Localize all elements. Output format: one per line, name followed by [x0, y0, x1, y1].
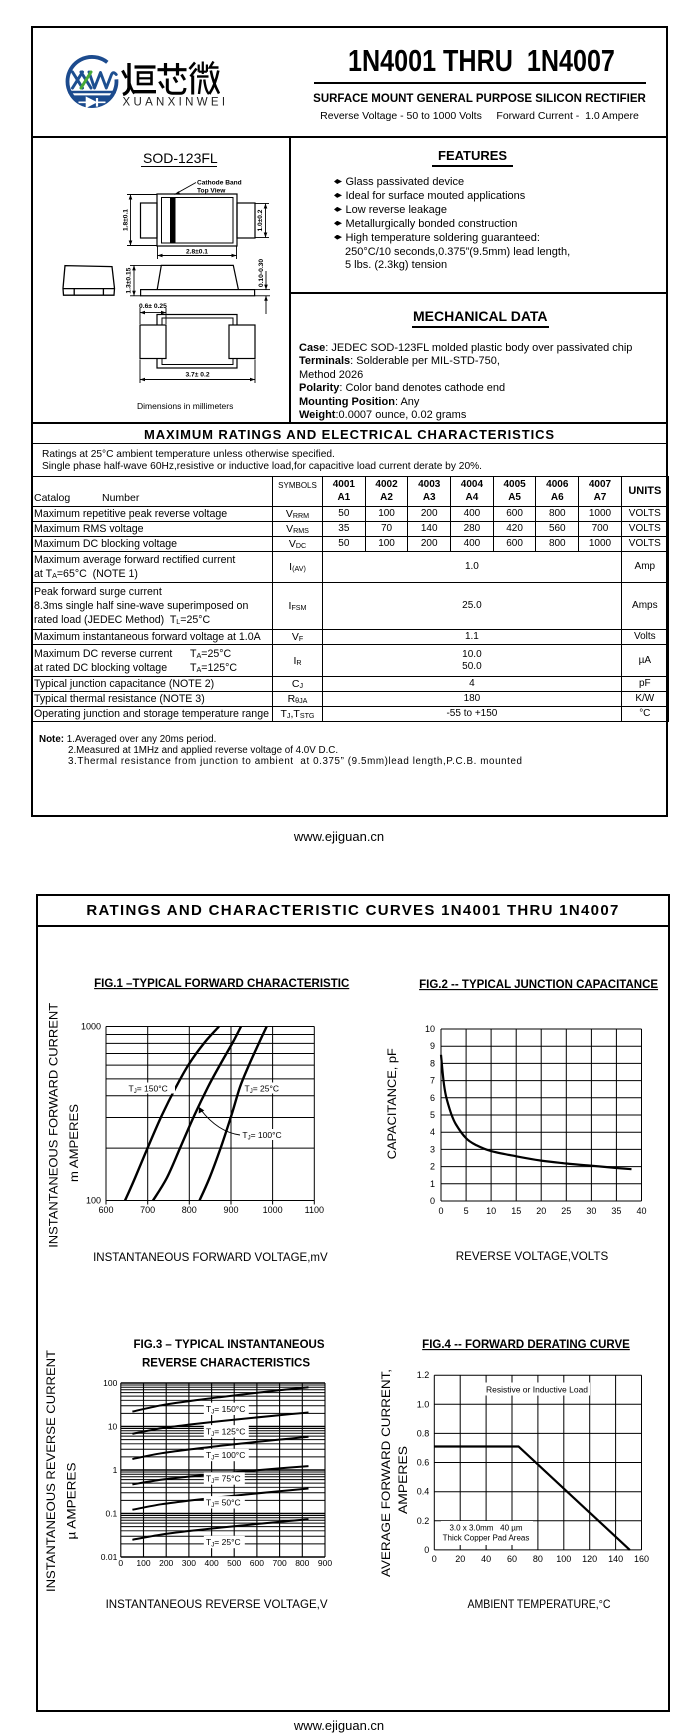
svg-text:1.2: 1.2 [417, 1370, 430, 1380]
svg-text:0: 0 [430, 1196, 435, 1206]
svg-text:4: 4 [430, 1127, 435, 1137]
svg-text:5: 5 [430, 1110, 435, 1120]
svg-text:900: 900 [318, 1558, 332, 1568]
svg-text:25: 25 [561, 1206, 571, 1216]
svg-text:AMPERES: AMPERES [396, 1446, 410, 1514]
svg-text:0.2: 0.2 [417, 1516, 430, 1526]
svg-text:AVERAGE FORWARD CURRENT,: AVERAGE FORWARD CURRENT, [379, 1369, 393, 1577]
svg-text:60: 60 [507, 1554, 517, 1564]
svg-text:INSTANTANEOUS REVERSE CURRENT: INSTANTANEOUS REVERSE CURRENT [44, 1349, 58, 1592]
svg-text:FIG.1 –TYPICAL FORWARD CHARACT: FIG.1 –TYPICAL FORWARD CHARACTERISTIC [94, 978, 349, 990]
svg-text:160: 160 [634, 1554, 649, 1564]
svg-text:INSTANTANEOUS FORWARD CURRENT: INSTANTANEOUS FORWARD CURRENT [47, 1002, 61, 1248]
svg-text:700: 700 [273, 1558, 287, 1568]
svg-text:0: 0 [118, 1558, 123, 1568]
svg-text:40: 40 [481, 1554, 491, 1564]
svg-text:TJ= 100°C: TJ= 100°C [242, 1130, 281, 1142]
svg-text:100: 100 [556, 1554, 571, 1564]
svg-text:TJ= 50°C: TJ= 50°C [206, 1498, 241, 1510]
svg-text:10: 10 [486, 1206, 496, 1216]
svg-text:REVERSE CHARACTERISTICS: REVERSE CHARACTERISTICS [142, 1358, 310, 1370]
svg-text:3: 3 [430, 1144, 435, 1154]
svg-text:TJ= 150°C: TJ= 150°C [206, 1404, 245, 1416]
svg-text:1: 1 [113, 1465, 118, 1475]
svg-text:3.7± 0.2: 3.7± 0.2 [185, 372, 209, 379]
svg-text:FIG.2 -- TYPICAL JUNCTION CAPA: FIG.2 -- TYPICAL JUNCTION CAPACITANCE [419, 979, 658, 991]
svg-text:REVERSE VOLTAGE,VOLTS: REVERSE VOLTAGE,VOLTS [456, 1249, 609, 1263]
svg-text:600: 600 [98, 1205, 113, 1215]
svg-text:Resistive or Inductive Load: Resistive or Inductive Load [486, 1385, 588, 1395]
svg-text:TJ= 125°C: TJ= 125°C [206, 1427, 245, 1439]
svg-text:140: 140 [608, 1554, 623, 1564]
svg-text:0.10-0.30: 0.10-0.30 [258, 259, 265, 288]
svg-text:35: 35 [611, 1206, 621, 1216]
svg-text:INSTANTANEOUS REVERSE VOLTAGE,: INSTANTANEOUS REVERSE VOLTAGE,V [106, 1597, 328, 1611]
svg-text:Dimensions in millimeters: Dimensions in millimeters [137, 401, 233, 411]
svg-text:FIG.3 – TYPICAL INSTANTANEOUS: FIG.3 – TYPICAL INSTANTANEOUS [133, 1339, 324, 1351]
svg-text:Cathode Band: Cathode Band [197, 180, 242, 187]
svg-text:1.8±0.1: 1.8±0.1 [123, 209, 130, 231]
svg-text:800: 800 [182, 1205, 197, 1215]
svg-text:INSTANTANEOUS FORWARD VOLTAGE,: INSTANTANEOUS FORWARD VOLTAGE,mV [93, 1250, 328, 1264]
svg-text:TJ= 25°C: TJ= 25°C [206, 1537, 241, 1549]
svg-text:0.4: 0.4 [417, 1487, 430, 1497]
svg-text:2.8±0.1: 2.8±0.1 [186, 249, 208, 256]
svg-text:FIG.4 -- FORWARD DERATING CURV: FIG.4 -- FORWARD DERATING CURVE [422, 1339, 630, 1351]
svg-text:30: 30 [586, 1206, 596, 1216]
svg-text:1.0: 1.0 [417, 1399, 430, 1409]
svg-text:0: 0 [432, 1554, 437, 1564]
svg-text:0.01: 0.01 [101, 1552, 118, 1562]
svg-text:40: 40 [636, 1206, 646, 1216]
svg-text:TJ= 150°C: TJ= 150°C [129, 1084, 168, 1096]
svg-text:9: 9 [430, 1041, 435, 1051]
svg-text:TJ= 75°C: TJ= 75°C [206, 1474, 241, 1486]
svg-text:1.0±0.2: 1.0±0.2 [257, 209, 264, 231]
svg-text:10: 10 [108, 1422, 118, 1432]
svg-text:1100: 1100 [305, 1205, 324, 1215]
svg-text:0.1: 0.1 [105, 1509, 117, 1519]
svg-text:8: 8 [430, 1058, 435, 1068]
svg-text:2: 2 [430, 1162, 435, 1172]
svg-text:µ AMPERES: µ AMPERES [64, 1463, 78, 1540]
svg-text:3.0 x 3.0mm 40 µm: 3.0 x 3.0mm 40 µm [449, 1524, 522, 1533]
svg-text:400: 400 [205, 1558, 219, 1568]
svg-text:15: 15 [511, 1206, 521, 1216]
svg-text:600: 600 [250, 1558, 264, 1568]
svg-text:TJ= 25°C: TJ= 25°C [245, 1084, 280, 1096]
svg-text:1: 1 [430, 1179, 435, 1189]
svg-text:300: 300 [182, 1558, 196, 1568]
svg-text:0: 0 [438, 1206, 443, 1216]
svg-text:800: 800 [295, 1558, 309, 1568]
svg-text:AMBIENT TEMPERATURE,°C: AMBIENT TEMPERATURE,°C [468, 1597, 611, 1611]
svg-text:1000: 1000 [263, 1205, 283, 1215]
svg-text:900: 900 [223, 1205, 238, 1215]
svg-text:500: 500 [227, 1558, 241, 1568]
svg-text:Thick Copper Pad Areas: Thick Copper Pad Areas [443, 1534, 530, 1543]
svg-text:80: 80 [533, 1554, 543, 1564]
svg-text:TJ= 100°C: TJ= 100°C [206, 1450, 245, 1462]
svg-text:0: 0 [424, 1545, 429, 1555]
svg-text:CAPACITANCE, pF: CAPACITANCE, pF [385, 1048, 399, 1159]
svg-text:XUANXINWEI: XUANXINWEI [123, 97, 229, 109]
svg-text:1000: 1000 [81, 1022, 101, 1032]
svg-text:200: 200 [159, 1558, 173, 1568]
svg-text:7: 7 [430, 1076, 435, 1086]
svg-text:20: 20 [536, 1206, 546, 1216]
svg-text:0.6: 0.6 [417, 1458, 430, 1468]
svg-text:1.3±0.15: 1.3±0.15 [126, 267, 133, 293]
svg-text:100: 100 [86, 1196, 101, 1206]
svg-text:Top View: Top View [197, 188, 226, 195]
svg-text:0.8: 0.8 [417, 1428, 430, 1438]
svg-text:5: 5 [464, 1206, 469, 1216]
svg-text:120: 120 [582, 1554, 597, 1564]
svg-text:100: 100 [136, 1558, 150, 1568]
svg-text:100: 100 [103, 1378, 117, 1388]
svg-text:20: 20 [455, 1554, 465, 1564]
svg-text:700: 700 [140, 1205, 155, 1215]
svg-text:0.6± 0.25: 0.6± 0.25 [139, 303, 167, 310]
svg-text:10: 10 [425, 1024, 435, 1034]
svg-text:6: 6 [430, 1093, 435, 1103]
svg-text:m AMPERES: m AMPERES [67, 1104, 81, 1182]
